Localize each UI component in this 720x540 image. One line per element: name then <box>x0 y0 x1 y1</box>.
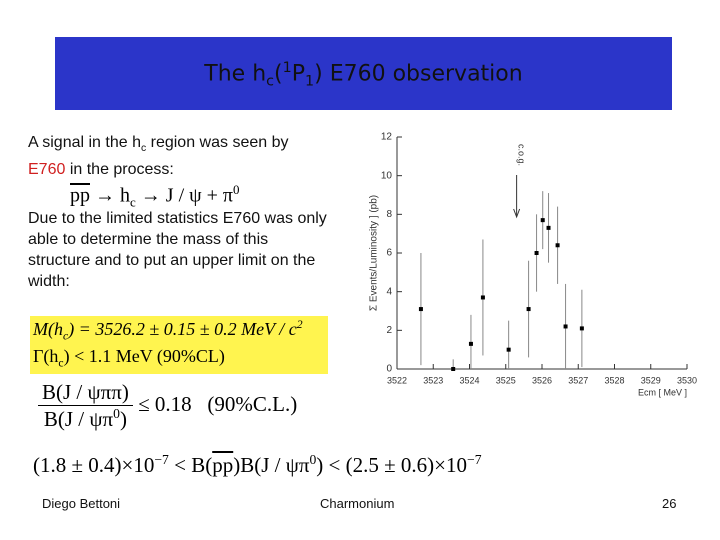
point <box>546 225 551 230</box>
x-tick-label: 3528 <box>604 375 624 385</box>
y-tick-label: 4 <box>386 286 392 297</box>
y-tick-label: 10 <box>381 170 393 181</box>
x-tick-label: 3525 <box>496 375 516 385</box>
y-axis-label: Σ Events/Luminosity ] (pb) <box>369 195 380 311</box>
x-tick-label: 3524 <box>459 375 479 385</box>
x-tick-label: 3526 <box>532 375 552 385</box>
x-tick-label: 3522 <box>387 375 407 385</box>
point <box>579 326 584 331</box>
x-tick-label: 3530 <box>677 375 697 385</box>
point <box>563 324 568 329</box>
point <box>526 307 531 312</box>
point <box>555 243 560 248</box>
point <box>480 295 485 300</box>
y-tick-label: 12 <box>381 132 393 143</box>
process-formula: pp → hc → J / ψ + π0 <box>70 182 240 210</box>
width-formula: Γ(hc) < 1.1 MeV (90%CL) <box>33 346 225 370</box>
mass-formula: M(hc) = 3526.2 ± 0.15 ± 0.2 MeV / c2 <box>33 318 303 343</box>
product-formula: (1.8 ± 0.4)×10−7 < B(pp)B(J / ψπ0) < (2.… <box>33 452 482 477</box>
slide-title: The hc(1P1) E760 observation <box>204 60 523 90</box>
annotation-arrowhead <box>513 208 521 219</box>
x-axis-label: Ecm [ MeV ] <box>638 387 687 397</box>
footer-author: Diego Bettoni <box>42 496 121 511</box>
point <box>418 307 423 312</box>
x-tick-label: 3527 <box>568 375 588 385</box>
x-tick-label: 3529 <box>641 375 661 385</box>
ratio-formula: B(J / ψππ) B(J / ψπ0) ≤ 0.18 (90%C.L.) <box>38 380 297 432</box>
footer-topic: Charmonium <box>320 496 395 511</box>
x-tick-label: 3523 <box>423 375 443 385</box>
footer-page: 26 <box>662 496 677 511</box>
result-box <box>30 316 328 374</box>
annotation: c.o.g. <box>516 144 526 166</box>
y-tick-label: 8 <box>386 209 392 220</box>
y-tick-label: 2 <box>386 325 392 336</box>
point <box>506 347 511 352</box>
y-tick-label: 6 <box>386 248 392 259</box>
title-band <box>55 37 672 110</box>
point <box>534 251 539 255</box>
point <box>451 367 456 371</box>
point <box>468 341 473 346</box>
note: Due to the limited statistics E760 was o… <box>28 210 327 290</box>
y-tick-label: 0 <box>386 364 392 375</box>
intro: A signal in the hc region was seen by E7… <box>28 134 289 179</box>
point <box>540 218 545 223</box>
